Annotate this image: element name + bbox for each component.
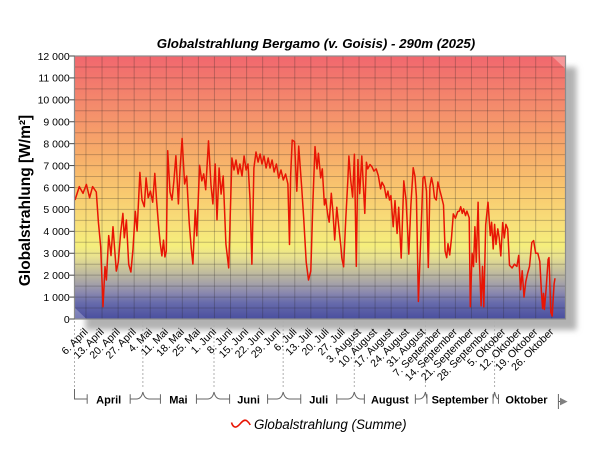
- svg-text:9 000: 9 000: [43, 117, 69, 129]
- svg-text:5 000: 5 000: [43, 204, 69, 216]
- svg-text:Globalstrahlung Bergamo (v. Go: Globalstrahlung Bergamo (v. Goisis) - 29…: [157, 36, 476, 51]
- svg-text:Globalstrahlung [W/m²]: Globalstrahlung [W/m²]: [17, 115, 34, 286]
- svg-text:September: September: [432, 394, 490, 406]
- svg-text:12 000: 12 000: [38, 51, 70, 63]
- svg-text:4 000: 4 000: [43, 226, 69, 238]
- svg-text:August: August: [371, 394, 409, 406]
- svg-text:2 000: 2 000: [43, 270, 69, 282]
- svg-text:11 000: 11 000: [38, 73, 69, 85]
- svg-text:April: April: [96, 394, 121, 406]
- svg-text:Juli: Juli: [309, 394, 328, 406]
- svg-text:0: 0: [64, 314, 70, 326]
- svg-text:Juni: Juni: [237, 394, 260, 406]
- svg-text:7 000: 7 000: [43, 160, 69, 172]
- svg-text:6 000: 6 000: [43, 182, 69, 194]
- svg-text:8 000: 8 000: [43, 138, 69, 150]
- svg-text:10 000: 10 000: [38, 95, 70, 107]
- svg-text:Oktober: Oktober: [505, 394, 548, 406]
- svg-text:Globalstrahlung (Summe): Globalstrahlung (Summe): [254, 417, 407, 432]
- svg-text:3 000: 3 000: [43, 248, 69, 260]
- svg-text:1 000: 1 000: [43, 292, 69, 304]
- svg-text:Mai: Mai: [169, 394, 187, 406]
